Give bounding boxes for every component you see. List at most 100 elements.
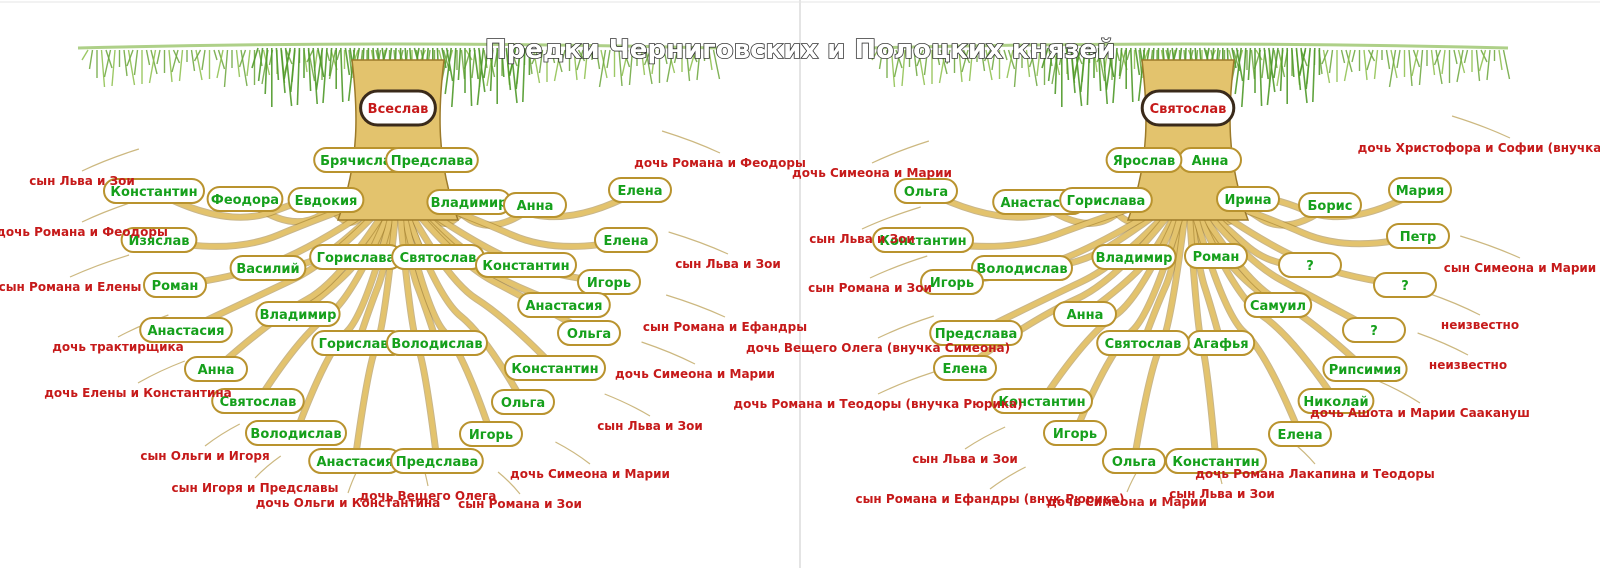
right-node-17: Анна: [1053, 301, 1117, 327]
right-node-15-label: ?: [1401, 279, 1409, 294]
right-node-11: Владимир: [1091, 244, 1177, 270]
right-node-22-label: Рипсимия: [1329, 363, 1402, 378]
left-note-2: дочь Романа и Феодоры: [634, 156, 806, 170]
left-node-0: Брячислав: [313, 147, 407, 173]
left-node-14: Игорь: [577, 269, 641, 295]
right-note-5: сын Романа и Зои: [808, 281, 932, 295]
left-node-29: Предслава: [390, 448, 484, 474]
left-node-18-label: Анастасия: [148, 324, 225, 339]
right-node-1: Ярослав: [1105, 147, 1183, 173]
left-node-27: Игорь: [459, 421, 523, 447]
left-node-27-label: Игорь: [469, 428, 513, 443]
right-node-0: Анна: [1178, 147, 1242, 173]
left-node-10: Святослав: [391, 244, 485, 270]
right-node-0-label: Анна: [1192, 154, 1229, 169]
right-node-13-label: ?: [1306, 259, 1314, 274]
right-node-1-label: Ярослав: [1113, 154, 1175, 169]
left-node-19-label: Ольга: [567, 327, 611, 342]
left-node-29-label: Предслава: [396, 455, 479, 470]
left-note-5: сын Романа и Ефандры: [643, 320, 807, 334]
right-node-3: Ирина: [1216, 186, 1280, 212]
left-node-11-label: Константин: [482, 259, 569, 274]
left-node-9-label: Горислава: [317, 251, 396, 266]
right-node-7-label: Горислава: [1067, 194, 1146, 209]
left-note-3: сын Льва и Зои: [675, 257, 781, 271]
left-node-14-label: Игорь: [587, 276, 631, 291]
diagram-title: Предки Черниговских и Полоцких князей: [485, 35, 1115, 65]
right-node-16-label: Самуил: [1250, 299, 1306, 314]
right-root-node: Святослав: [1140, 89, 1236, 127]
right-node-4: Ольга: [894, 178, 958, 204]
left-node-5: Анна: [503, 192, 567, 218]
right-node-11-label: Владимир: [1096, 251, 1173, 266]
left-node-24-label: Святослав: [220, 395, 297, 410]
left-node-2: Евдокия: [287, 187, 365, 213]
left-node-23-label: Константин: [511, 362, 598, 377]
right-node-23: Николай: [1297, 388, 1375, 414]
left-node-25-label: Ольга: [501, 396, 545, 411]
right-note-9: дочь Романа и Теодоры (внучка Рюрика): [733, 397, 1022, 411]
right-node-5: Борис: [1298, 192, 1362, 218]
right-node-14: Игорь: [920, 269, 984, 295]
left-note-10: сын Ольги и Игоря: [140, 449, 269, 463]
right-node-7: Горислава: [1059, 187, 1153, 213]
left-node-3: Владимир: [426, 189, 512, 215]
left-node-20: Горислава: [311, 330, 405, 356]
right-note-1: дочь Симеона и Марии: [792, 166, 952, 180]
right-node-9-label: Константин: [879, 234, 966, 249]
right-node-28: Ольга: [1102, 448, 1166, 474]
left-node-12: Елена: [594, 227, 658, 253]
right-node-20: Святослав: [1096, 330, 1190, 356]
left-node-2-label: Евдокия: [295, 194, 358, 209]
right-node-19-label: Агафья: [1193, 337, 1248, 352]
left-node-7-label: Елена: [618, 184, 663, 199]
left-node-13: Василий: [229, 255, 307, 281]
right-node-19: Агафья: [1186, 330, 1256, 356]
left-node-25: Ольга: [491, 389, 555, 415]
right-node-6-label: Анастасия: [1001, 196, 1078, 211]
left-node-5-label: Анна: [517, 199, 554, 214]
right-node-2-label: Мария: [1396, 184, 1444, 199]
left-node-17-label: Анастасия: [526, 299, 603, 314]
left-node-6: Константин: [103, 178, 205, 204]
right-node-12: Володислав: [971, 255, 1073, 281]
left-node-24: Святослав: [211, 388, 305, 414]
left-node-15-label: Роман: [152, 279, 199, 294]
right-root-node-label: Святослав: [1150, 102, 1227, 117]
right-node-14-label: Игорь: [930, 276, 974, 291]
left-node-8: Изяслав: [120, 227, 198, 253]
right-node-22: Рипсимия: [1322, 356, 1408, 382]
left-node-10-label: Святослав: [400, 251, 477, 266]
left-node-11: Константин: [475, 252, 577, 278]
left-note-8: дочь Елены и Константина: [44, 386, 232, 400]
right-node-29: Игорь: [1043, 420, 1107, 446]
left-node-0-label: Брячислав: [320, 154, 400, 169]
right-note-7: дочь Вещего Олега (внучка Симеона): [746, 341, 1010, 355]
right-node-18: ?: [1342, 317, 1406, 343]
right-node-8-label: Петр: [1400, 230, 1437, 245]
right-note-0: дочь Христофора и Софии (внучка Романа): [1358, 141, 1600, 155]
left-node-22-label: Анна: [198, 363, 235, 378]
right-note-10: дочь Романа Лакапина и Теодоры: [1195, 467, 1435, 481]
left-node-8-label: Изяслав: [128, 234, 189, 249]
left-node-23: Константин: [504, 355, 606, 381]
right-note-11: сын Льва и Зои: [1169, 487, 1275, 501]
left-note-1: дочь Романа и Феодоры: [0, 225, 168, 239]
left-note-0: сын Льва и Зои: [29, 174, 135, 188]
right-node-9: Константин: [872, 227, 974, 253]
right-node-24: Елена: [1268, 421, 1332, 447]
left-node-17: Анастасия: [517, 292, 611, 318]
left-node-1: Предслава: [385, 147, 479, 173]
left-node-18: Анастасия: [139, 317, 233, 343]
left-note-13: сын Игоря и Предславы: [172, 481, 339, 495]
left-node-15: Роман: [143, 272, 207, 298]
right-node-15: ?: [1373, 272, 1437, 298]
right-node-28-label: Ольга: [1112, 455, 1156, 470]
right-node-3-label: Ирина: [1224, 193, 1271, 208]
right-note-12: сын Льва и Зои: [912, 452, 1018, 466]
left-node-16-label: Владимир: [260, 308, 337, 323]
left-root-node-label: Всеслав: [368, 102, 429, 117]
left-note-7: дочь Симеона и Марии: [615, 367, 775, 381]
right-node-25-label: Елена: [943, 362, 988, 377]
